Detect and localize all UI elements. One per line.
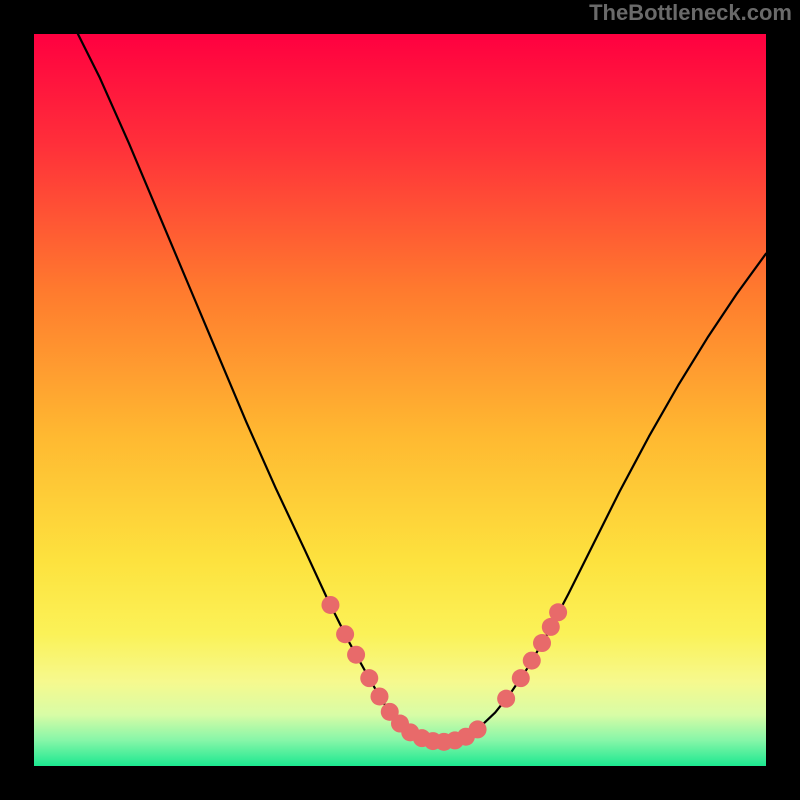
data-marker	[549, 603, 567, 621]
data-marker	[497, 690, 515, 708]
data-marker	[371, 687, 389, 705]
data-marker	[360, 669, 378, 687]
data-marker	[336, 625, 354, 643]
data-marker	[512, 669, 530, 687]
watermark-text: TheBottleneck.com	[589, 0, 792, 26]
data-marker	[533, 634, 551, 652]
data-marker	[523, 652, 541, 670]
data-marker	[469, 720, 487, 738]
data-marker	[347, 646, 365, 664]
chart-plot	[0, 0, 800, 800]
bottleneck-curve	[78, 34, 766, 742]
data-marker	[321, 596, 339, 614]
chart-container: TheBottleneck.com	[0, 0, 800, 800]
